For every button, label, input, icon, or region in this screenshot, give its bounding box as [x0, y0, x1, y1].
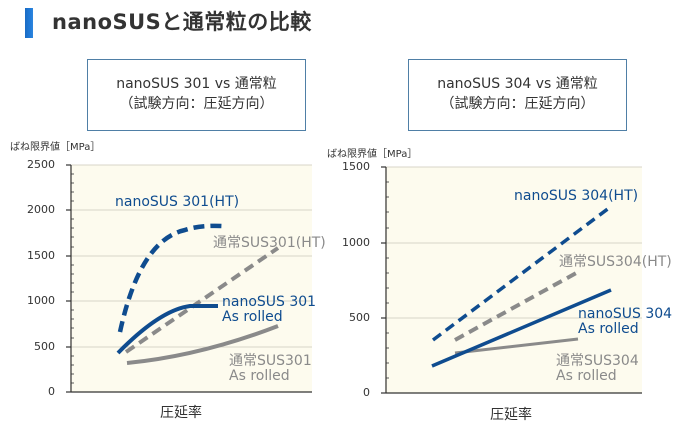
- chart-caption-301: nanoSUS 301 vs 通常粒 （試験方向：圧延方向）: [87, 59, 306, 131]
- label-nano-304-ht: nanoSUS 304(HT): [514, 188, 638, 204]
- y-tick: 1000: [342, 236, 370, 249]
- series-normal-301-ar: [126, 324, 279, 365]
- series-normal-304-ht: [454, 270, 579, 342]
- label-normal-301-ar-2: As rolled: [229, 368, 290, 384]
- caption-line2: （試験方向：圧延方向）: [440, 96, 595, 112]
- caption-line1: nanoSUS 301 vs 通常粒: [116, 76, 277, 92]
- label-nano-301-ar-1: nanoSUS 301: [222, 294, 316, 310]
- minor-ticks: [71, 173, 74, 384]
- x-axis-title-301: 圧延率: [160, 405, 202, 421]
- label-nano-301-ht: nanoSUS 301(HT): [115, 194, 239, 210]
- y-tick: 1500: [27, 249, 55, 262]
- label-normal-304-ht: 通常SUS304(HT): [559, 254, 672, 270]
- plot-304: [381, 166, 642, 394]
- y-tick: 2500: [27, 158, 55, 171]
- axes: [381, 166, 642, 394]
- chart-caption-304: nanoSUS 304 vs 通常粒 （試験方向：圧延方向）: [408, 59, 627, 131]
- caption-line1: nanoSUS 304 vs 通常粒: [437, 76, 598, 92]
- gridlines: [70, 164, 312, 348]
- series-nano-301-ar: [116, 304, 218, 355]
- label-nano-301-ar-2: As rolled: [222, 309, 283, 325]
- series-nano-304-ar: [431, 288, 612, 368]
- y-axis-title-304: ばね限界値［MPa］: [327, 149, 418, 160]
- label-normal-304-ar-2: As rolled: [556, 368, 617, 384]
- page-title: nanoSUSと通常粒の比較: [52, 10, 312, 34]
- y-tick: 0: [363, 386, 370, 399]
- plot-301: [66, 164, 312, 393]
- y-tick: 1500: [342, 160, 370, 173]
- y-tick: 0: [48, 385, 55, 398]
- minor-ticks: [386, 181, 389, 379]
- label-nano-304-ar-2: As rolled: [578, 321, 639, 337]
- caption-line2: （試験方向：圧延方向）: [119, 96, 274, 112]
- y-tick: 500: [34, 340, 55, 353]
- series-nano-301-ht: [117, 223, 223, 333]
- series-normal-304-ar: [454, 337, 579, 355]
- label-normal-301-ht: 通常SUS301(HT): [213, 235, 326, 251]
- label-normal-304-ar-1: 通常SUS304: [556, 353, 639, 369]
- gridlines: [385, 166, 642, 319]
- axes: [66, 164, 312, 393]
- y-tick: 500: [349, 311, 370, 324]
- y-axis-title-301: ばね限界値［MPa］: [10, 142, 101, 153]
- label-nano-304-ar-1: nanoSUS 304: [578, 306, 672, 322]
- y-tick: 1000: [27, 294, 55, 307]
- x-axis-title-304: 圧延率: [490, 407, 532, 423]
- series-nano-304-ht: [431, 206, 611, 342]
- title-accent-bar: [25, 8, 33, 38]
- label-normal-301-ar-1: 通常SUS301: [229, 353, 312, 369]
- series-normal-301-ht: [124, 246, 280, 354]
- y-tick: 2000: [27, 203, 55, 216]
